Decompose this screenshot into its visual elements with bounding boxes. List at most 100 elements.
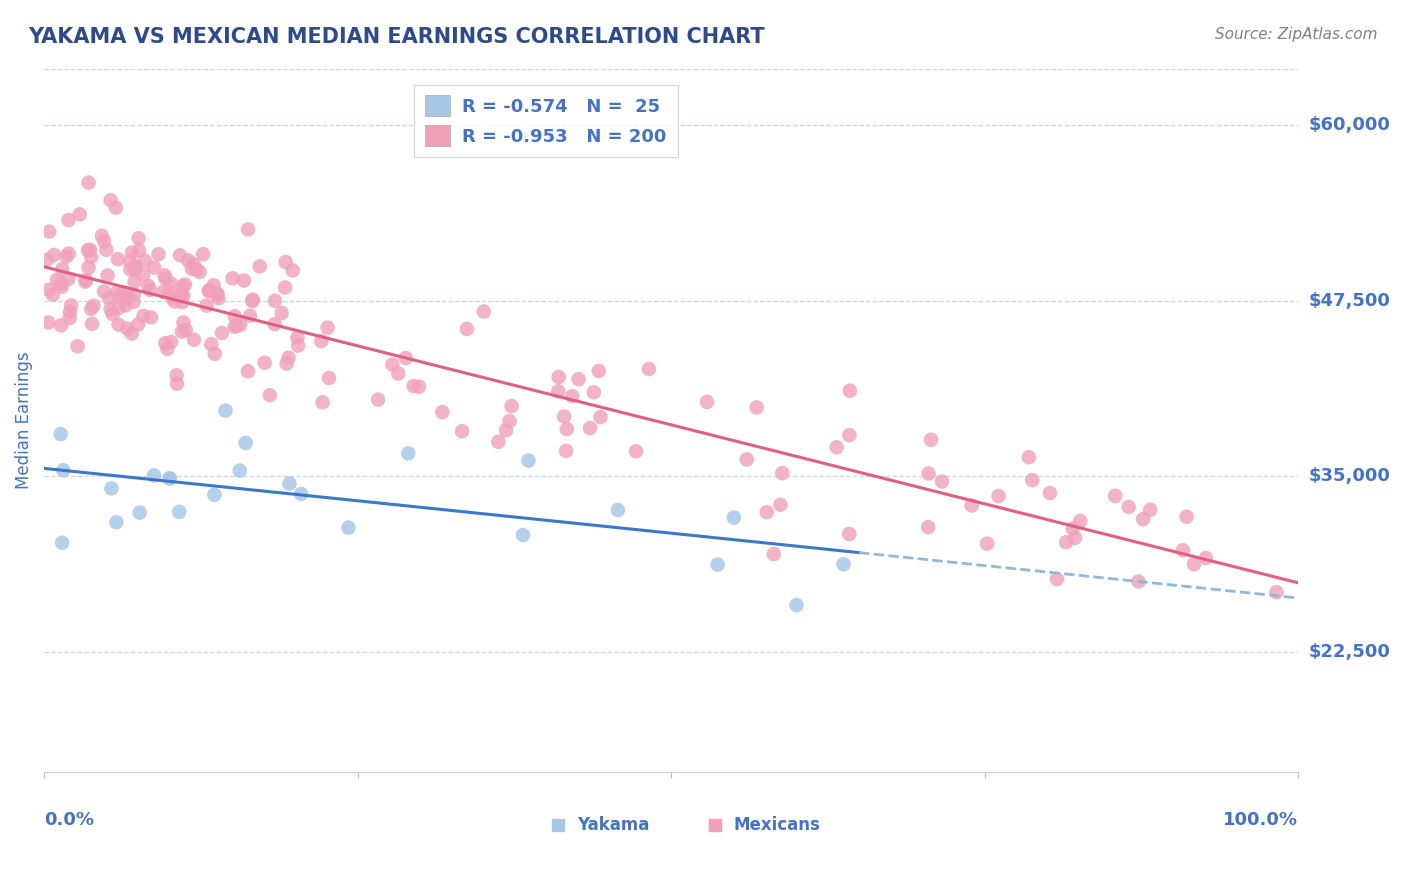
Point: [49, 427, 72, 442]
Point: [157, 285, 180, 300]
Point: [120, 254, 142, 268]
Point: [337, 521, 360, 535]
Point: [204, 347, 226, 361]
Point: [51, 279, 73, 293]
Point: [555, 443, 578, 458]
Point: [80, 301, 103, 316]
Point: [207, 291, 229, 305]
Point: [198, 284, 221, 298]
Point: [402, 379, 425, 393]
Point: [195, 299, 218, 313]
Point: [80, 250, 103, 264]
Point: [825, 440, 848, 454]
Point: [152, 285, 174, 299]
Point: [97, 268, 120, 283]
Point: [547, 370, 569, 384]
Point: [274, 255, 297, 269]
Point: [193, 247, 215, 261]
Point: [172, 316, 194, 330]
Point: [198, 283, 221, 297]
Point: [46, 273, 69, 287]
Point: [35, 252, 58, 267]
Point: [367, 392, 389, 407]
Point: [498, 414, 520, 428]
Text: 100.0%: 100.0%: [1223, 811, 1298, 829]
Point: [242, 293, 264, 307]
Point: [162, 292, 184, 306]
Point: [121, 245, 143, 260]
Point: [37, 316, 59, 330]
Point: [58, 272, 80, 286]
Point: [235, 436, 257, 450]
Point: [38, 283, 60, 297]
Point: [51, 535, 73, 549]
Point: [408, 380, 430, 394]
Point: [124, 275, 146, 289]
Point: [169, 289, 191, 303]
Point: [263, 317, 285, 331]
Point: [127, 318, 149, 332]
Point: [156, 342, 179, 356]
Point: [917, 467, 939, 481]
Point: [77, 244, 100, 258]
Point: [1118, 500, 1140, 514]
Point: [58, 213, 80, 227]
Point: [1039, 486, 1062, 500]
Point: [211, 326, 233, 340]
Point: [159, 471, 181, 485]
Point: [172, 288, 194, 302]
Point: [276, 357, 298, 371]
Point: [290, 487, 312, 501]
Point: [745, 401, 768, 415]
Point: [120, 262, 142, 277]
Point: [1171, 543, 1194, 558]
Point: [311, 395, 333, 409]
Point: [224, 319, 246, 334]
Point: [97, 291, 120, 305]
Point: [117, 321, 139, 335]
Point: [253, 356, 276, 370]
Point: [588, 364, 610, 378]
Point: [270, 306, 292, 320]
Point: [838, 428, 860, 442]
Point: [277, 351, 299, 365]
Point: [221, 271, 243, 285]
Point: [174, 323, 197, 337]
Point: [1062, 521, 1084, 535]
Point: [579, 421, 602, 435]
Point: [112, 285, 135, 300]
Point: [555, 422, 578, 436]
Point: [55, 250, 77, 264]
Point: [58, 246, 80, 260]
Point: [205, 287, 228, 301]
Point: [274, 280, 297, 294]
Point: [170, 325, 193, 339]
Point: [38, 225, 60, 239]
Point: [59, 305, 82, 319]
Point: [1128, 574, 1150, 589]
Point: [561, 389, 583, 403]
Point: [155, 336, 177, 351]
Point: [186, 263, 208, 277]
Point: [204, 488, 226, 502]
Point: [387, 367, 409, 381]
Point: [108, 301, 131, 315]
Point: [706, 558, 728, 572]
Point: [180, 261, 202, 276]
Text: $47,500: $47,500: [1309, 292, 1391, 310]
Point: [82, 317, 104, 331]
Point: [49, 318, 72, 333]
Point: [134, 253, 156, 268]
Point: [96, 243, 118, 257]
Point: [170, 287, 193, 301]
Point: [183, 333, 205, 347]
Point: [318, 371, 340, 385]
Point: [75, 273, 97, 287]
Point: [624, 444, 647, 458]
Point: [735, 452, 758, 467]
Point: [762, 547, 785, 561]
Point: [281, 263, 304, 277]
Point: [93, 285, 115, 299]
Point: [1069, 514, 1091, 528]
Point: [1175, 509, 1198, 524]
